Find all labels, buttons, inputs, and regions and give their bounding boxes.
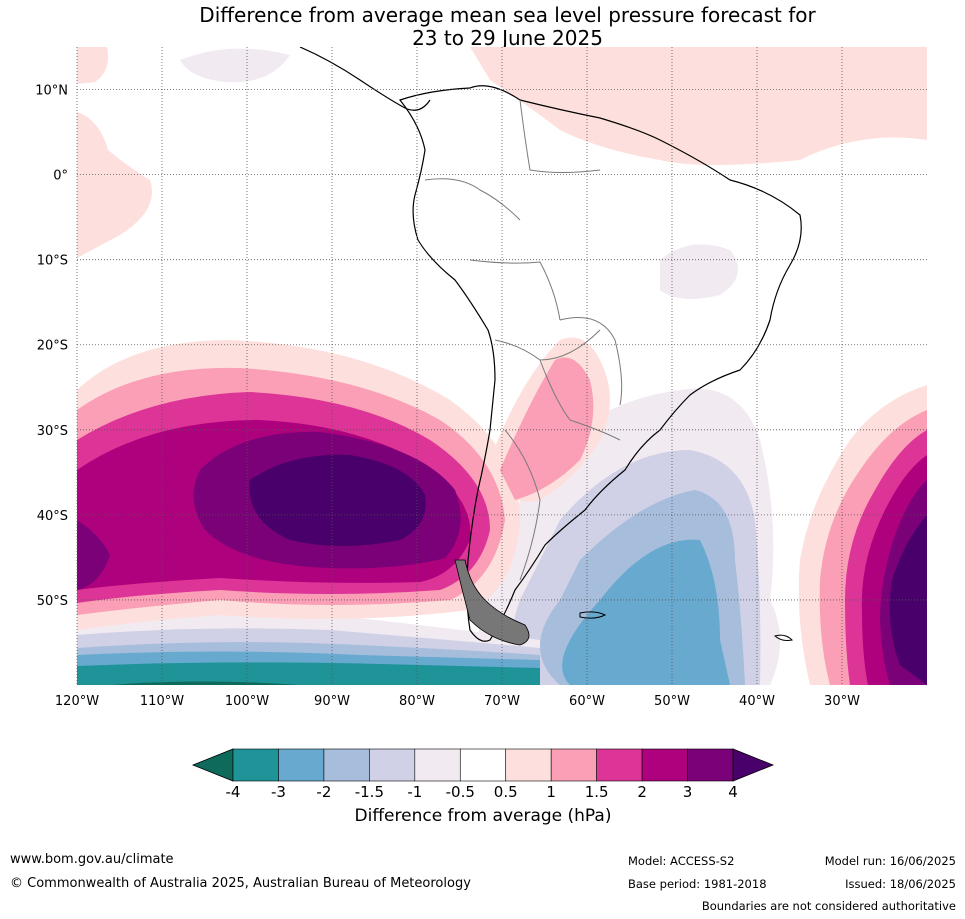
colorbar-swatch <box>687 748 734 782</box>
longitude-tick-label: 60°W <box>569 694 605 709</box>
colorbar-tick-label: -1 <box>407 783 422 801</box>
latitude-tick-label: 0° <box>53 169 68 184</box>
colorbar-swatch <box>323 748 370 782</box>
latitude-labels: 10°N 0° 10°S 20°S 30°S 40°S 50°S <box>35 84 68 609</box>
colorbar-swatch <box>505 748 552 782</box>
colorbar-tick-label: 2 <box>637 783 647 801</box>
graticule <box>76 47 927 685</box>
colorbar-tick-label: -1.5 <box>355 783 384 801</box>
title-line-2: 23 to 29 June 2025 <box>412 26 603 50</box>
longitude-tick-label: 80°W <box>399 694 435 709</box>
colorbar-tick-label: -0.5 <box>446 783 475 801</box>
latitude-tick-label: 20°S <box>37 339 68 354</box>
longitude-tick-label: 100°W <box>225 694 269 709</box>
colorbar-title: Difference from average (hPa) <box>354 806 612 826</box>
colorbar: -4 -3 -2 -1.5 -1 -0.5 0.5 1 1.5 2 3 4 <box>191 748 775 801</box>
footer-disclaimer: Boundaries are not considered authoritat… <box>701 899 956 913</box>
colorbar-swatch <box>278 748 325 782</box>
footer-model-run: Model run: 16/06/2025 <box>824 854 956 868</box>
map-title: Difference from average mean sea level p… <box>0 4 965 50</box>
colorbar-tick-label: 4 <box>728 783 738 801</box>
footer-model: Model: ACCESS-S2 <box>628 854 735 868</box>
colorbar-extension-low <box>191 748 234 782</box>
longitude-tick-label: 40°W <box>739 694 775 709</box>
colorbar-tick-label: 3 <box>683 783 693 801</box>
colorbar-swatch <box>369 748 416 782</box>
latitude-tick-label: 50°S <box>37 594 68 609</box>
colorbar-swatch <box>414 748 461 782</box>
footer-base-period: Base period: 1981-2018 <box>628 877 767 891</box>
latitude-tick-label: 10°S <box>37 254 68 269</box>
colorbar-swatch <box>596 748 643 782</box>
longitude-tick-label: 120°W <box>55 694 99 709</box>
footer-url: www.bom.gov.au/climate <box>10 852 174 867</box>
colorbar-extension-high <box>732 748 775 782</box>
footer-issued: Issued: 18/06/2025 <box>845 877 956 891</box>
longitude-tick-label: 70°W <box>484 694 520 709</box>
colorbar-swatch <box>232 748 279 782</box>
footer-copyright: © Commonwealth of Australia 2025, Austra… <box>10 876 471 891</box>
latitude-tick-label: 40°S <box>37 509 68 524</box>
colorbar-swatch <box>459 748 507 782</box>
colorbar-tick-label: -4 <box>226 783 241 801</box>
latitude-tick-label: 10°N <box>35 84 68 99</box>
colorbar-tick-label: -3 <box>271 783 286 801</box>
colorbar-swatch <box>641 748 688 782</box>
longitude-tick-label: 90°W <box>314 694 350 709</box>
colorbar-tick-label: 1 <box>546 783 556 801</box>
longitude-tick-label: 30°W <box>824 694 860 709</box>
colorbar-swatch <box>550 748 597 782</box>
colorbar-tick-label: 0.5 <box>494 783 518 801</box>
longitude-tick-label: 110°W <box>140 694 184 709</box>
longitude-tick-label: 50°W <box>654 694 690 709</box>
longitude-labels: 120°W 110°W 100°W 90°W 80°W 70°W 60°W 50°W 40°W 3… <box>55 694 860 709</box>
colorbar-tick-label: -2 <box>316 783 331 801</box>
title-line-1: Difference from average mean sea level p… <box>199 3 816 27</box>
latitude-tick-label: 30°S <box>37 424 68 439</box>
colorbar-tick-label: 1.5 <box>585 783 609 801</box>
